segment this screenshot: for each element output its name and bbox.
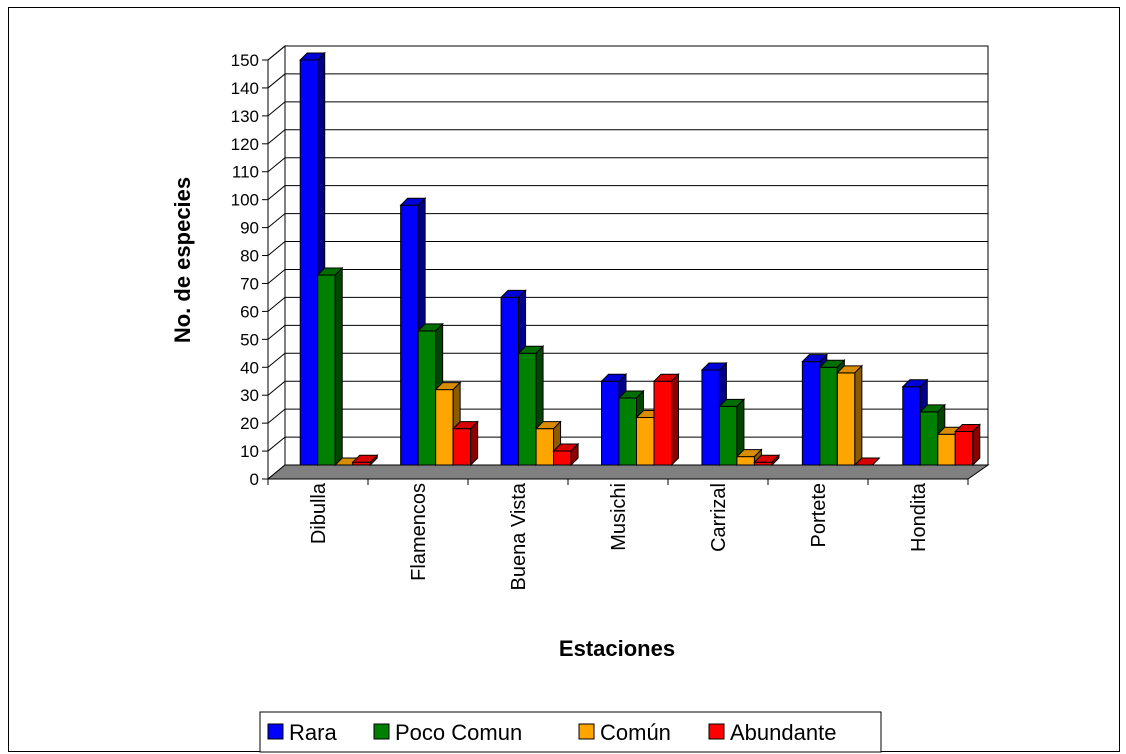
gridline (267, 101, 988, 117)
y-tick-label: 40 (240, 358, 259, 377)
gridline (267, 324, 988, 340)
legend-label: Poco Comun (395, 720, 522, 745)
y-tick-label: 120 (231, 135, 259, 154)
x-category-label: Buena Vista (508, 482, 530, 590)
gridline (267, 241, 988, 256)
y-tick-label: 150 (231, 51, 259, 70)
gridline (267, 436, 988, 452)
x-category-label: Portete (808, 483, 830, 547)
x-category-label: Musichi (608, 483, 630, 551)
gridline (267, 213, 988, 228)
gridline (267, 73, 988, 89)
plot-side-wall (267, 44, 286, 481)
y-tick-label: 80 (240, 247, 259, 266)
gridline (267, 185, 988, 201)
bar (954, 423, 981, 467)
bar (652, 372, 680, 467)
y-tick-label: 100 (231, 191, 259, 210)
y-tick-label: 70 (240, 274, 259, 293)
y-tick-label: 140 (231, 79, 259, 98)
bar (316, 266, 344, 467)
legend: Rara Poco Comun Común Abundante (259, 711, 882, 753)
y-tick-label: 20 (240, 414, 259, 433)
gridline (267, 352, 988, 368)
x-category-label: Carrizal (708, 483, 730, 552)
gridline (267, 268, 988, 284)
legend-swatch (267, 723, 284, 740)
y-tick-label: 50 (240, 330, 259, 349)
y-tick-label: 10 (240, 442, 259, 461)
gridline (267, 157, 988, 173)
y-tick-label: 130 (231, 107, 259, 126)
legend-label: Común (600, 720, 671, 745)
legend-swatch (708, 723, 725, 740)
x-axis-title: Estaciones (559, 636, 675, 661)
bar (552, 442, 580, 467)
y-tick-label: 30 (240, 386, 259, 405)
y-tick-label: 60 (240, 302, 259, 321)
bar (753, 453, 781, 467)
x-category-label: Dibulla (308, 482, 330, 544)
bar (718, 398, 746, 467)
bar (853, 457, 881, 466)
legend-label: Rara (289, 720, 337, 745)
legend-swatch (373, 723, 390, 740)
gridline (267, 408, 988, 424)
gridline (267, 380, 988, 396)
gridline (267, 45, 988, 61)
gridline (267, 296, 988, 312)
plot-floor (266, 464, 990, 480)
legend-box (259, 711, 882, 753)
x-category-label: Flamencos (408, 483, 430, 581)
bar (836, 364, 864, 467)
y-tick-label: 110 (232, 163, 259, 182)
bar (351, 453, 379, 467)
legend-swatch (578, 723, 595, 740)
y-tick-label: 0 (250, 470, 259, 489)
x-category-label: Hondita (908, 482, 930, 552)
bar (451, 420, 479, 467)
legend-label: Abundante (730, 720, 836, 745)
y-axis-title: No. de especies (170, 177, 195, 343)
y-tick-label: 90 (240, 219, 259, 238)
gridline (267, 129, 988, 145)
